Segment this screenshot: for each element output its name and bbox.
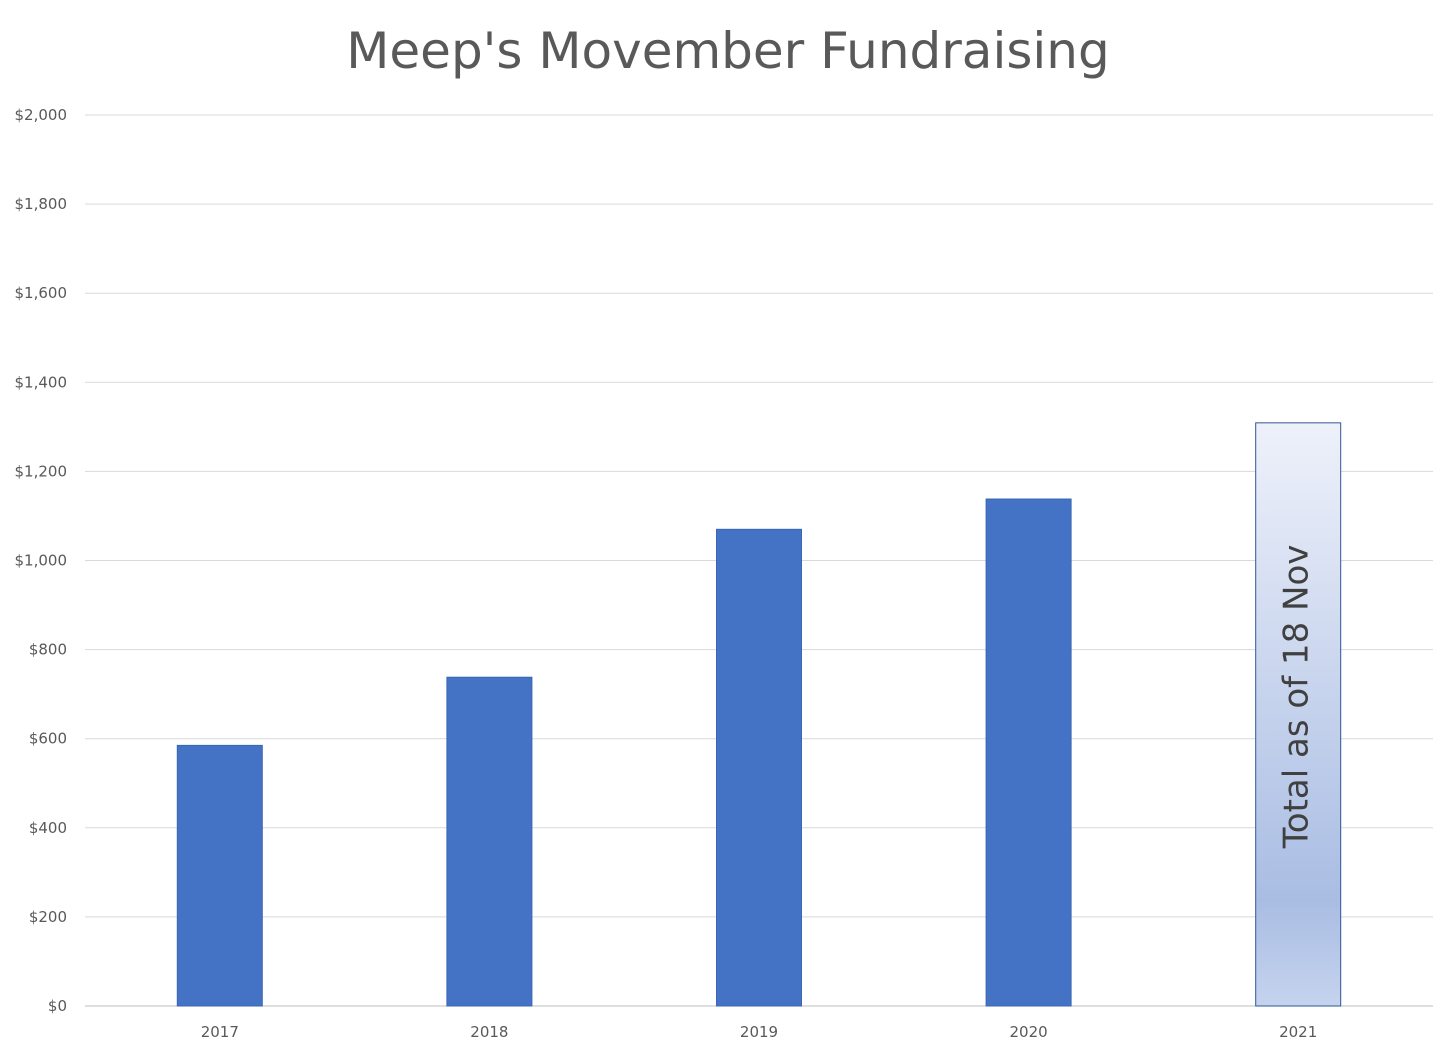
y-tick-label: $2,000 <box>15 106 68 124</box>
y-tick-label: $800 <box>29 641 67 659</box>
x-tick-label: 2021 <box>1279 1023 1317 1041</box>
bar <box>176 744 263 1007</box>
y-tick-label: $1,600 <box>15 284 68 302</box>
y-tick-label: $600 <box>29 730 67 748</box>
y-tick-label: $200 <box>29 908 67 926</box>
x-tick-label: 2017 <box>201 1023 239 1041</box>
y-tick-label: $1,800 <box>15 195 68 213</box>
y-tick-label: $1,000 <box>15 552 68 570</box>
y-tick-label: $1,400 <box>15 373 68 391</box>
x-tick-label: 2020 <box>1010 1023 1048 1041</box>
bar <box>1255 422 1342 1007</box>
x-axis-ticks: 2017 2018 2019 2020 2021 <box>201 1023 1318 1041</box>
chart-title: Meep's Movember Fundraising <box>346 22 1110 80</box>
x-tick-label: 2019 <box>740 1023 778 1041</box>
bar <box>716 528 802 1007</box>
bar <box>985 498 1072 1007</box>
y-tick-label: $0 <box>48 997 67 1015</box>
x-tick-label: 2018 <box>470 1023 508 1041</box>
annotations: Total as of 18 Nov <box>1277 545 1317 850</box>
y-tick-label: $400 <box>29 819 67 837</box>
bar-annotation: Total as of 18 Nov <box>1277 545 1317 850</box>
y-axis-ticks: $0 $200 $400 $600 $800 $1,000 $1,200 $1,400 $1,6… <box>15 106 68 1015</box>
y-tick-label: $1,200 <box>15 462 68 480</box>
bars <box>176 422 1342 1007</box>
bar <box>446 676 533 1007</box>
